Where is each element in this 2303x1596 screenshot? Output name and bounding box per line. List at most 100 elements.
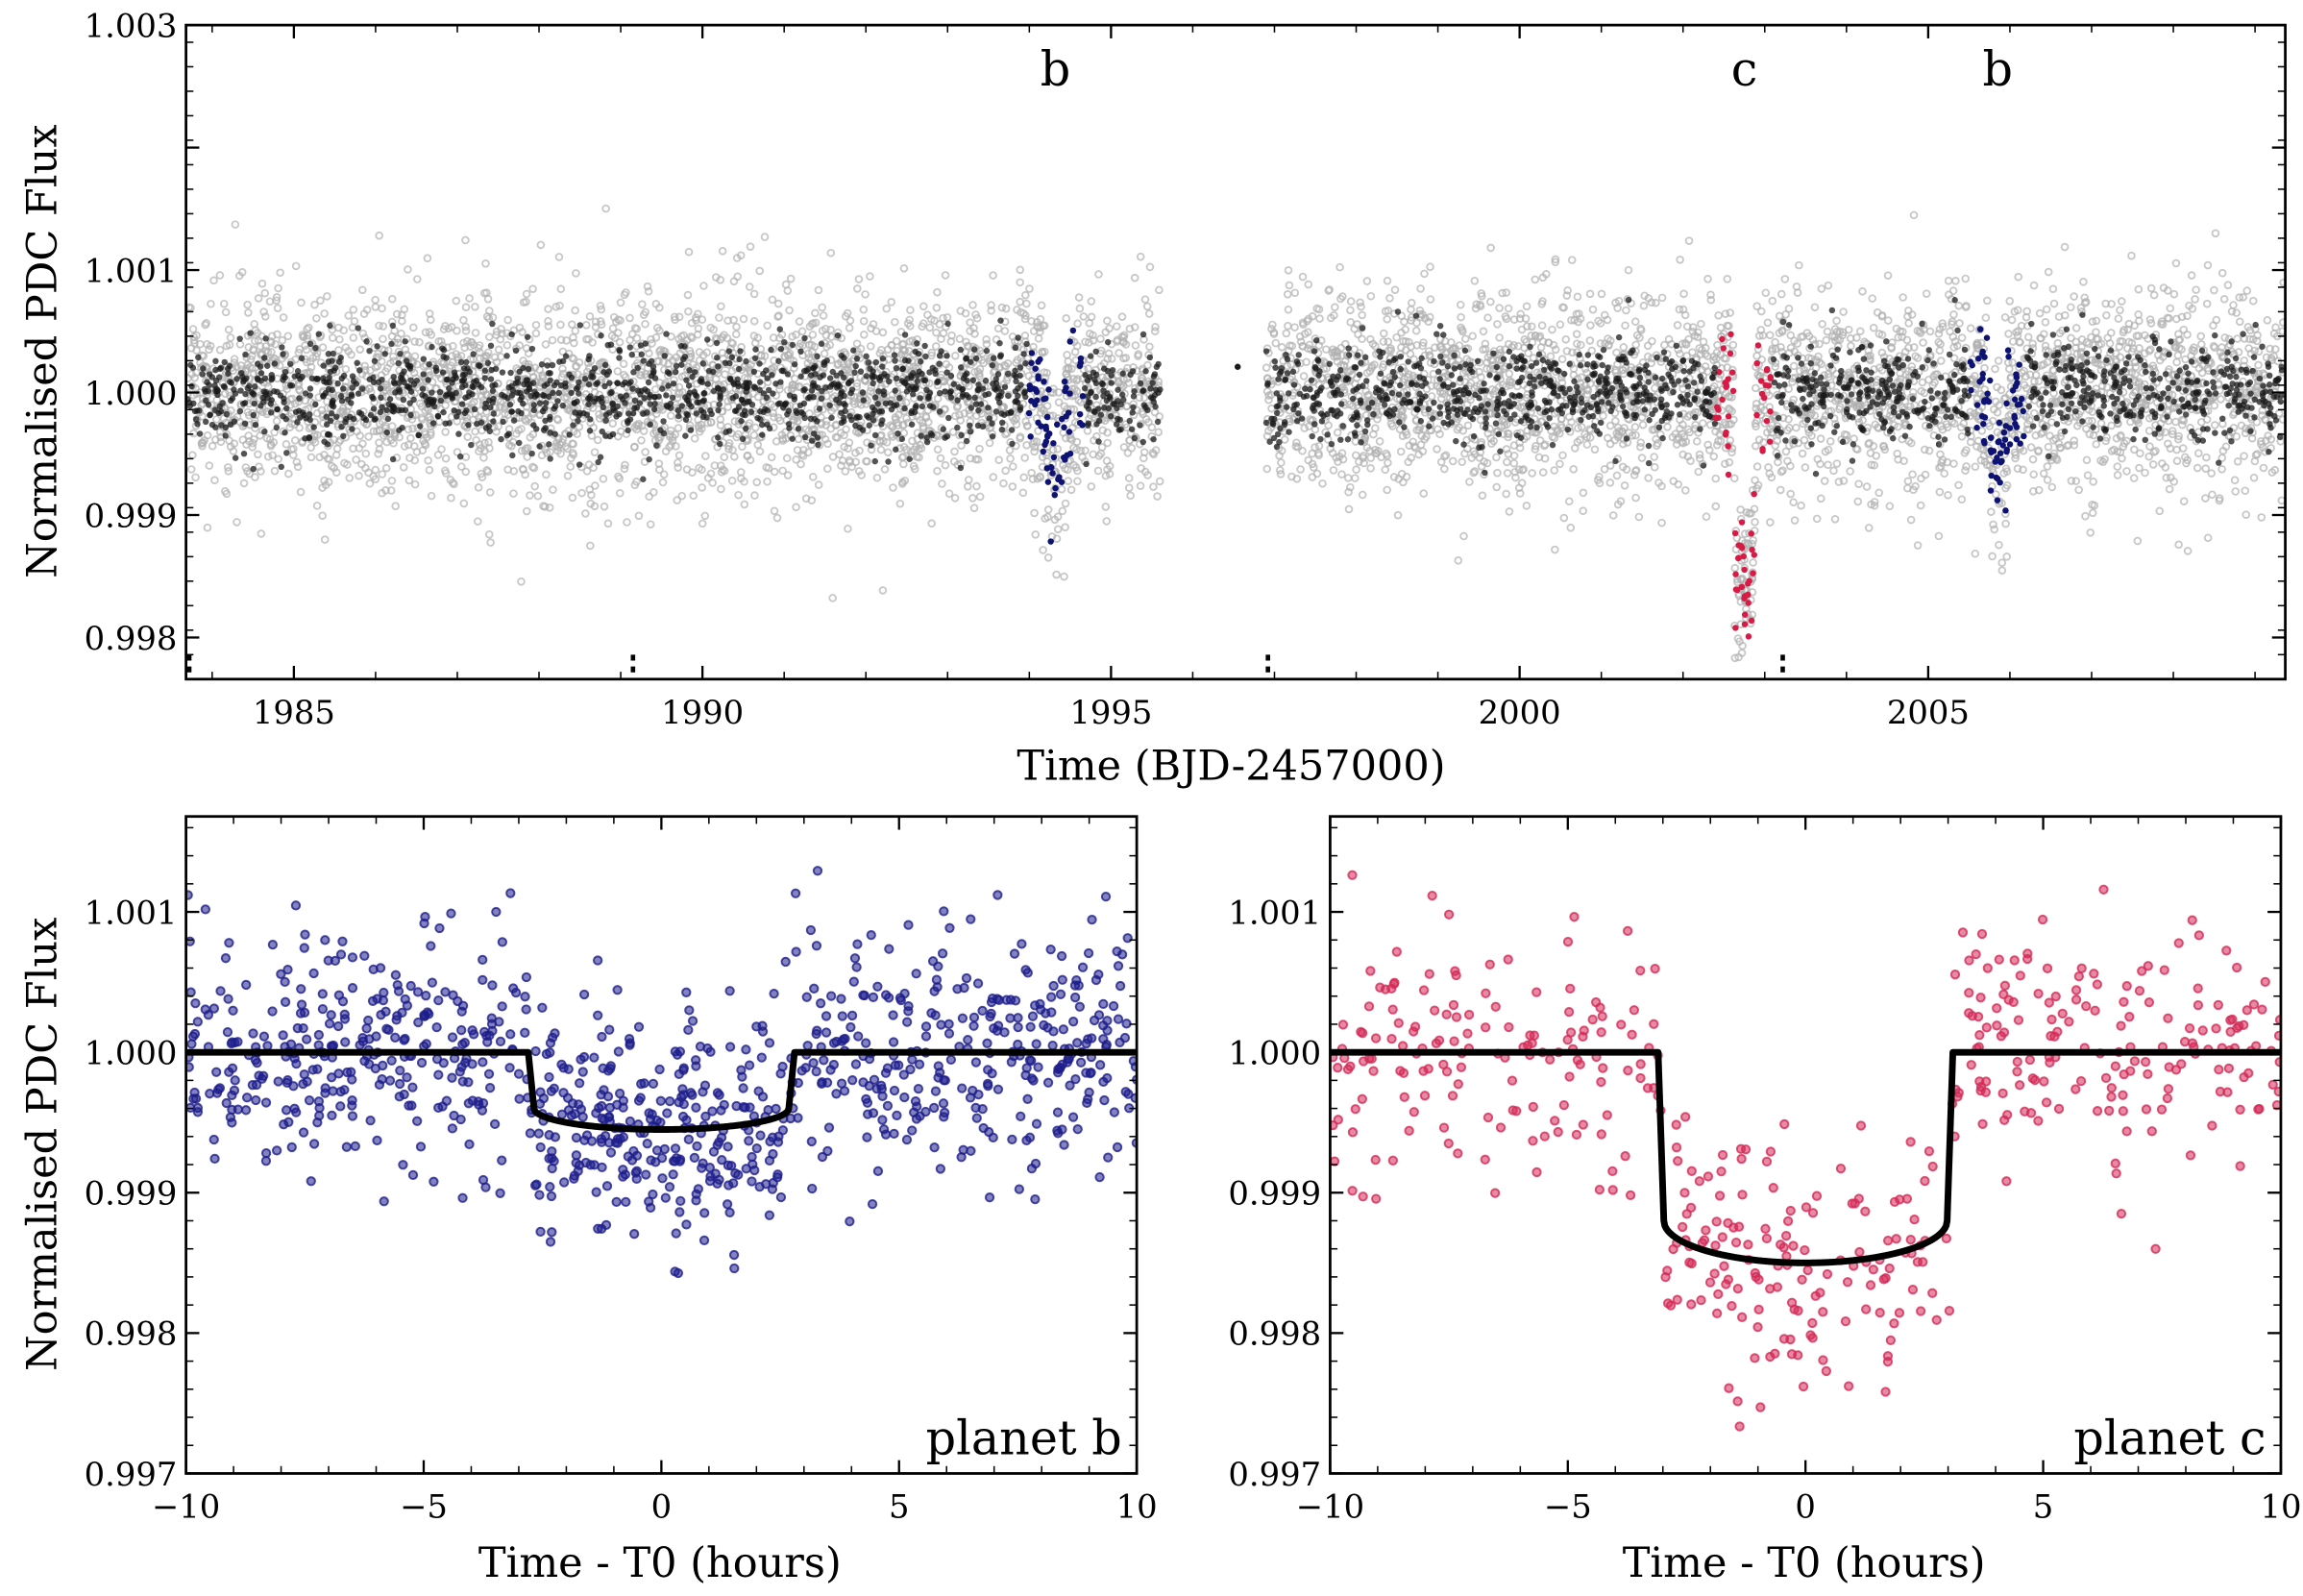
unbinned-point — [932, 328, 941, 337]
unbinned-point — [2048, 284, 2058, 294]
unbinned-point — [1505, 369, 1514, 379]
unbinned-point — [975, 444, 984, 454]
unbinned-point — [1864, 524, 1874, 532]
unbinned-point — [1113, 322, 1121, 331]
unbinned-point — [1916, 501, 1925, 510]
unbinned-point — [585, 311, 595, 321]
unbinned-point — [936, 454, 945, 463]
unbinned-point — [375, 438, 383, 447]
unbinned-point — [349, 333, 358, 342]
unbinned-point — [387, 422, 397, 430]
unbinned-point — [1298, 272, 1308, 282]
unbinned-point — [591, 481, 600, 490]
unbinned-point — [1997, 558, 2007, 567]
unbinned-point — [215, 345, 225, 355]
unbinned-point — [1016, 278, 1024, 287]
unbinned-point — [371, 465, 380, 475]
unbinned-point — [826, 248, 836, 258]
unbinned-point — [1944, 276, 1953, 285]
unbinned-point — [1638, 420, 1648, 430]
unbinned-point — [1298, 446, 1307, 455]
unbinned-point — [1600, 464, 1609, 474]
unbinned-point — [1786, 331, 1796, 340]
unbinned-point — [1093, 466, 1103, 476]
unbinned-point — [375, 231, 383, 240]
unbinned-point — [2171, 417, 2180, 427]
unbinned-point — [699, 282, 708, 290]
unbinned-point — [1903, 477, 1913, 486]
unbinned-point — [1816, 434, 1825, 443]
unbinned-point — [1780, 275, 1790, 283]
unbinned-point — [1346, 297, 1356, 306]
unbinned-point — [1824, 281, 1833, 290]
unbinned-point — [457, 462, 466, 471]
unbinned-point — [215, 271, 225, 280]
unbinned-point — [1087, 481, 1096, 491]
unbinned-point — [1089, 335, 1098, 345]
unbinned-point — [1673, 321, 1682, 330]
unbinned-point — [404, 265, 412, 274]
unbinned-point — [2155, 506, 2165, 516]
unbinned-point — [2248, 296, 2258, 306]
unbinned-point — [490, 353, 500, 362]
unbinned-point — [486, 538, 495, 547]
unbinned-point — [1025, 284, 1034, 293]
unbinned-point — [427, 491, 436, 501]
unbinned-point — [328, 333, 337, 342]
unbinned-point — [1019, 473, 1028, 482]
unbinned-point — [1079, 312, 1089, 321]
unbinned-point — [1346, 306, 1355, 315]
unbinned-point — [1094, 270, 1103, 279]
unbinned-point — [805, 409, 814, 418]
unbinned-point — [878, 328, 888, 337]
unbinned-point — [1622, 306, 1630, 315]
unbinned-point — [224, 325, 233, 334]
unbinned-point — [2193, 463, 2202, 473]
unbinned-point — [1058, 506, 1067, 516]
unbinned-point — [404, 476, 414, 485]
unbinned-point — [1074, 293, 1084, 302]
unbinned-point — [241, 463, 251, 472]
unbinned-point — [1918, 378, 1927, 387]
unbinned-point — [323, 292, 331, 301]
unbinned-point — [1995, 540, 2003, 550]
unbinned-point — [1495, 304, 1504, 312]
unbinned-point — [1699, 419, 1707, 428]
data-points — [185, 204, 2286, 663]
unbinned-point — [484, 529, 494, 539]
unbinned-point — [659, 470, 669, 479]
unbinned-point — [2060, 242, 2070, 252]
unbinned-point — [2196, 331, 2206, 341]
unbinned-point — [1102, 456, 1112, 465]
unbinned-point — [365, 479, 375, 488]
unbinned-point — [2004, 330, 2013, 338]
unbinned-point — [718, 247, 727, 256]
unbinned-point — [1407, 305, 1415, 314]
unbinned-point — [205, 461, 214, 470]
unbinned-point — [2047, 482, 2057, 492]
unbinned-point — [931, 342, 941, 351]
unbinned-point — [320, 535, 330, 544]
unbinned-point — [1522, 502, 1531, 510]
unbinned-point — [274, 454, 282, 464]
unbinned-point — [1299, 372, 1309, 381]
unbinned-point — [1784, 304, 1794, 313]
unbinned-point — [2079, 278, 2088, 286]
unbinned-point — [889, 483, 897, 492]
unbinned-point — [2114, 314, 2123, 323]
unbinned-point — [1343, 474, 1353, 482]
unbinned-point — [517, 577, 526, 586]
unbinned-point — [1457, 312, 1465, 322]
unbinned-point — [2083, 471, 2093, 479]
unbinned-point — [461, 303, 471, 311]
unbinned-point — [939, 329, 948, 338]
unbinned-point — [1043, 505, 1053, 514]
unbinned-point — [441, 428, 450, 436]
unbinned-point — [1119, 443, 1129, 452]
unbinned-point — [689, 491, 698, 501]
unbinned-point — [1036, 314, 1045, 324]
unbinned-point — [615, 337, 625, 347]
unbinned-point — [625, 335, 634, 345]
unbinned-point — [767, 453, 776, 462]
unbinned-point — [1899, 293, 1907, 302]
